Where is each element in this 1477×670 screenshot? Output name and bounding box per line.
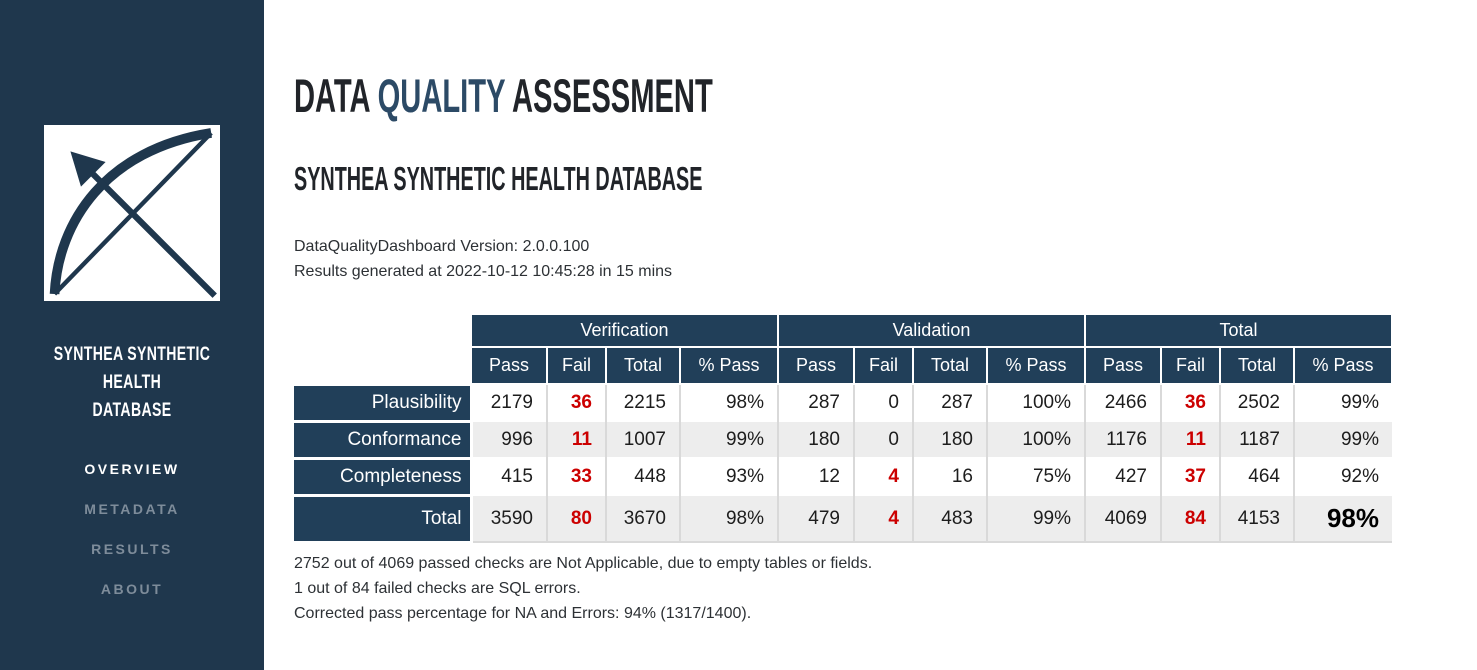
sidebar-nav: OVERVIEW METADATA RESULTS ABOUT — [0, 449, 264, 609]
table-cell: 4 — [853, 494, 913, 543]
table-cell: 2466 — [1084, 383, 1161, 421]
footnotes: 2752 out of 4069 passed checks are Not A… — [294, 551, 1477, 626]
table-cell: 4 — [853, 457, 913, 495]
table-cell: 415 — [470, 457, 547, 495]
table-cell: 33 — [546, 457, 606, 495]
table-cell: 3670 — [605, 494, 680, 543]
table-cell: 2215 — [605, 383, 680, 421]
table-cell: 16 — [912, 457, 987, 495]
table-cell: 448 — [605, 457, 680, 495]
note-sql-errors: 1 out of 84 failed checks are SQL errors… — [294, 579, 581, 597]
sidebar-item-results[interactable]: RESULTS — [91, 541, 173, 557]
table-cell: 98% — [679, 494, 778, 543]
group-header-total: Total — [1084, 313, 1393, 348]
table-cell: 84 — [1160, 494, 1220, 543]
bow-arrow-logo — [44, 125, 220, 301]
table-cell: 1187 — [1219, 420, 1294, 458]
table-cell: 427 — [1084, 457, 1161, 495]
table-cell: 1176 — [1084, 420, 1161, 458]
note-not-applicable: 2752 out of 4069 passed checks are Not A… — [294, 554, 873, 572]
table-cell: 287 — [777, 383, 854, 421]
table-cell: 4153 — [1219, 494, 1294, 543]
table-cell: 99% — [679, 420, 778, 458]
table-cell: 996 — [470, 420, 547, 458]
table-row-completeness: Completeness 415 33 448 93% 12 4 16 75% … — [294, 456, 1392, 497]
col-header-pct-pass: % Pass — [679, 346, 779, 385]
table-row-total: Total 3590 80 3670 98% 479 4 483 99% 406… — [294, 493, 1392, 544]
page-title-highlight: QUALITY — [377, 69, 505, 122]
col-header-total: Total — [1219, 346, 1295, 385]
version-line: DataQualityDashboard Version: 2.0.0.100 — [294, 238, 590, 255]
table-cell: 92% — [1293, 457, 1392, 495]
sidebar-item-overview[interactable]: OVERVIEW — [84, 461, 180, 477]
col-header-pass: Pass — [777, 346, 855, 385]
table-corner-spacer — [294, 347, 471, 384]
col-header-total: Total — [605, 346, 681, 385]
col-header-fail: Fail — [1160, 346, 1221, 385]
group-header-verification: Verification — [470, 313, 779, 348]
table-cell: 0 — [853, 420, 913, 458]
table-group-header-row: Verification Validation Total — [294, 313, 1393, 348]
table-cell: 99% — [1293, 420, 1392, 458]
row-label-total: Total — [294, 493, 473, 544]
table-cell: 100% — [986, 420, 1085, 458]
table-cell: 37 — [1160, 457, 1220, 495]
row-label-completeness: Completeness — [294, 456, 473, 497]
table-cell: 2179 — [470, 383, 547, 421]
page-title-part2: ASSESSMENT — [504, 69, 713, 122]
table-row-conformance: Conformance 996 11 1007 99% 180 0 180 10… — [294, 419, 1392, 460]
row-label-plausibility: Plausibility — [294, 382, 473, 423]
table-cell: 483 — [912, 494, 987, 543]
table-cell: 99% — [1293, 383, 1392, 421]
table-cell: 100% — [986, 383, 1085, 421]
table-corner-spacer — [294, 314, 471, 347]
note-corrected-percentage: Corrected pass percentage for NA and Err… — [294, 604, 752, 622]
table-cell: 36 — [1160, 383, 1220, 421]
col-header-fail: Fail — [853, 346, 914, 385]
table-cell: 36 — [546, 383, 606, 421]
table-cell: 4069 — [1084, 494, 1161, 543]
sidebar-database-title: SYNTHEA SYNTHETIC HEALTH DATABASE — [53, 344, 211, 421]
table-cell: 0 — [853, 383, 913, 421]
sidebar: SYNTHEA SYNTHETIC HEALTH DATABASE OVERVI… — [0, 0, 264, 670]
sidebar-item-metadata[interactable]: METADATA — [84, 501, 180, 517]
generated-line: Results generated at 2022-10-12 10:45:28… — [294, 263, 673, 280]
table-cell: 3590 — [470, 494, 547, 543]
table-cell: 93% — [679, 457, 778, 495]
table-cell: 479 — [777, 494, 854, 543]
col-header-pct-pass: % Pass — [1293, 346, 1393, 385]
table-cell: 2502 — [1219, 383, 1294, 421]
table-cell: 464 — [1219, 457, 1294, 495]
results-summary-table: Verification Validation Total Pass Fail … — [294, 313, 1393, 544]
col-header-pass: Pass — [1084, 346, 1162, 385]
main-content: DATA QUALITY ASSESSMENT SYNTHEA SYNTHETI… — [264, 0, 1477, 670]
sidebar-item-about[interactable]: ABOUT — [100, 581, 164, 597]
table-cell: 12 — [777, 457, 854, 495]
table-cell: 180 — [912, 420, 987, 458]
page-title: DATA QUALITY ASSESSMENT — [294, 72, 1027, 119]
table-cell: 1007 — [605, 420, 680, 458]
table-subheader-row: Pass Fail Total % Pass Pass Fail Total %… — [294, 346, 1393, 385]
table-cell: 75% — [986, 457, 1085, 495]
group-header-validation: Validation — [777, 313, 1086, 348]
overall-pass-percentage: 98% — [1293, 494, 1392, 543]
table-cell: 11 — [1160, 420, 1220, 458]
meta-block: DataQualityDashboard Version: 2.0.0.100 … — [294, 234, 1477, 284]
table-row-plausibility: Plausibility 2179 36 2215 98% 287 0 287 … — [294, 382, 1392, 423]
database-subtitle: SYNTHEA SYNTHETIC HEALTH DATABASE — [294, 160, 703, 197]
table-cell: 11 — [546, 420, 606, 458]
table-cell: 99% — [986, 494, 1085, 543]
col-header-pct-pass: % Pass — [986, 346, 1086, 385]
page-title-part1: DATA — [294, 69, 378, 122]
table-cell: 98% — [679, 383, 778, 421]
table-cell: 80 — [546, 494, 606, 543]
col-header-pass: Pass — [470, 346, 548, 385]
table-cell: 180 — [777, 420, 854, 458]
table-cell: 287 — [912, 383, 987, 421]
col-header-fail: Fail — [546, 346, 607, 385]
row-label-conformance: Conformance — [294, 419, 473, 460]
col-header-total: Total — [912, 346, 988, 385]
